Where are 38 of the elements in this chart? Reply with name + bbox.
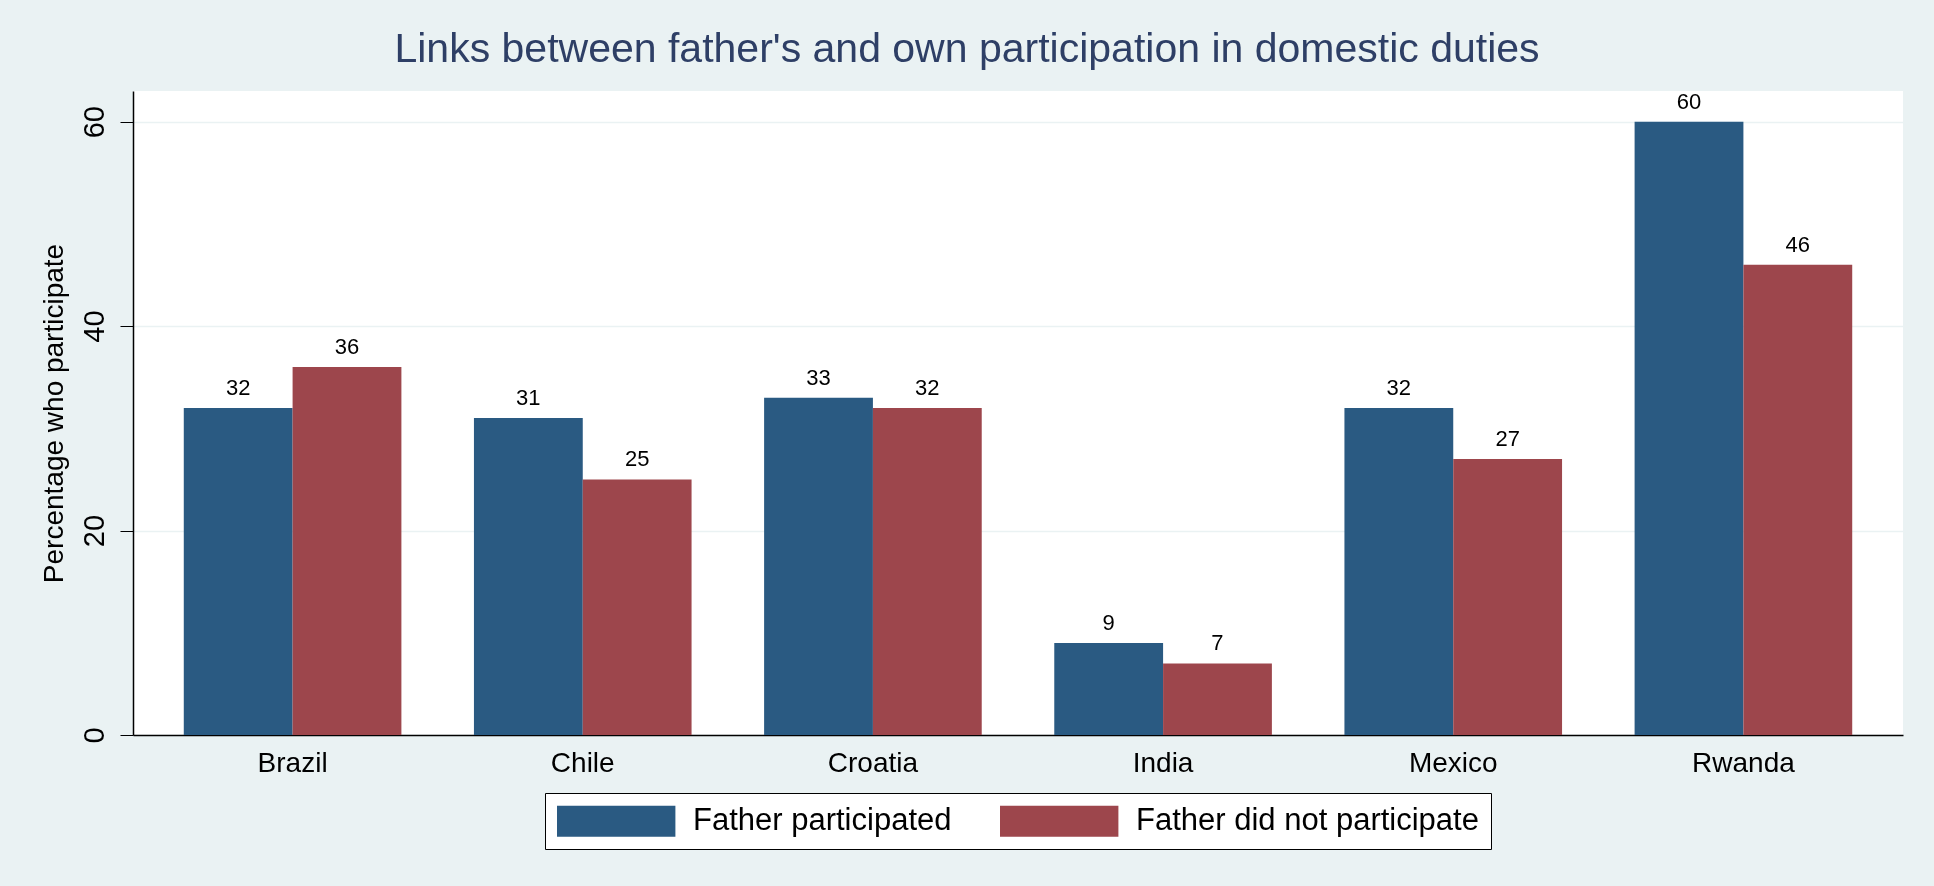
chart-title: Links between father's and own participation in domestic duties	[394, 24, 1540, 71]
data-label: 31	[516, 385, 541, 411]
x-tick-label: Mexico	[1408, 746, 1498, 778]
bar	[183, 407, 293, 735]
bar	[764, 397, 873, 735]
data-label: 60	[1676, 88, 1702, 114]
legend-label: Father did not participate	[1136, 802, 1479, 838]
x-tick-label: Chile	[550, 746, 615, 778]
y-tick-label: 60	[77, 106, 110, 139]
bar	[292, 367, 402, 735]
y-tick-label: 20	[77, 514, 110, 548]
data-label: 33	[806, 364, 831, 390]
bar	[1163, 663, 1272, 735]
bar	[473, 418, 583, 735]
bar	[582, 479, 692, 735]
y-tick-label: 0	[77, 727, 110, 744]
legend-label: Father participated	[693, 802, 952, 838]
data-label: 46	[1785, 231, 1811, 257]
bar	[1344, 407, 1454, 735]
x-tick-label: India	[1132, 746, 1194, 778]
bar	[872, 407, 982, 735]
data-label: 9	[1102, 610, 1115, 635]
y-tick-label: 40	[77, 310, 110, 343]
bar	[1453, 459, 1563, 735]
x-tick-label: Croatia	[827, 746, 919, 778]
data-label: 27	[1495, 426, 1520, 451]
data-label: 32	[915, 374, 940, 400]
x-tick-label: Brazil	[257, 746, 328, 778]
bar	[1054, 643, 1164, 735]
data-label: 25	[624, 446, 650, 472]
bar	[1634, 121, 1744, 735]
bar	[1743, 264, 1853, 735]
data-label: 7	[1211, 630, 1224, 656]
x-tick-label: Rwanda	[1692, 746, 1796, 778]
data-label: 32	[225, 374, 251, 400]
data-label: 36	[334, 334, 360, 359]
data-label: 32	[1386, 374, 1412, 400]
y-axis-title: Percentage who participate	[37, 243, 69, 584]
